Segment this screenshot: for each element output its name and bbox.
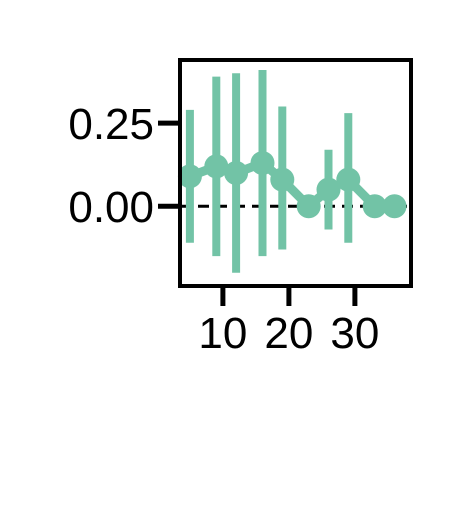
x-tick-label: 10 bbox=[198, 309, 247, 358]
data-point bbox=[296, 194, 321, 219]
data-point bbox=[177, 164, 202, 189]
data-point bbox=[224, 161, 249, 185]
x-tick-label: 20 bbox=[264, 309, 313, 358]
data-point bbox=[336, 167, 361, 192]
data-point bbox=[362, 194, 387, 219]
data-point bbox=[382, 194, 407, 219]
data-point bbox=[250, 151, 275, 176]
chart-marks bbox=[177, 69, 411, 273]
chart-axes: 10 20 30 0.00 0.25 bbox=[68, 100, 379, 358]
x-tick-label: 30 bbox=[330, 309, 379, 358]
y-tick-label: 0.25 bbox=[68, 100, 154, 149]
data-point bbox=[316, 177, 341, 202]
plot-frame bbox=[178, 58, 413, 288]
data-point bbox=[204, 154, 229, 179]
y-tick-label: 0.00 bbox=[68, 183, 154, 232]
data-point bbox=[270, 167, 295, 192]
